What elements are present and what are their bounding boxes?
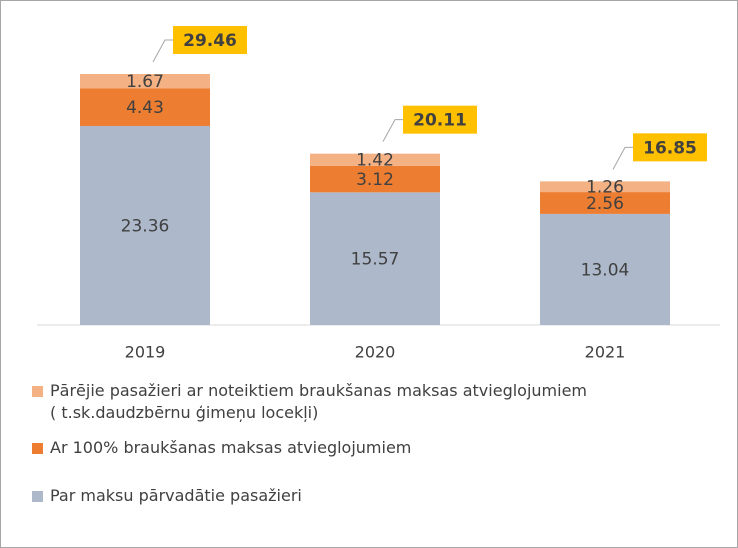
- bar-segment: [310, 192, 440, 325]
- total-label: 20.11: [413, 111, 467, 131]
- bar-segment: [80, 74, 210, 89]
- legend-swatch: [32, 386, 43, 397]
- bar-segment: [80, 88, 210, 126]
- legend-swatch: [32, 491, 43, 502]
- total-box: [633, 133, 707, 162]
- data-label: 13.04: [581, 260, 630, 280]
- legend-entry: Ar 100% braukšanas maksas atvieglojumiem: [32, 437, 412, 459]
- legend-label: Ar 100% braukšanas maksas atvieglojumiem: [50, 438, 412, 457]
- legend-entry: Par maksu pārvadātie pasažieri: [32, 485, 302, 507]
- data-label: 4.43: [126, 98, 164, 118]
- total-box: [403, 105, 477, 134]
- total-label: 29.46: [183, 31, 237, 51]
- data-label: 15.57: [351, 250, 400, 270]
- bar-segment: [80, 125, 210, 325]
- leader-line: [382, 119, 403, 142]
- x-tick-label: 2020: [355, 343, 396, 362]
- data-label: 2.56: [586, 194, 624, 214]
- total-box: [173, 26, 247, 55]
- legend-entry: Pārējie pasažieri ar noteiktiem braukšan…: [32, 380, 587, 424]
- bar-segment: [540, 213, 670, 325]
- bar-segment: [310, 165, 440, 193]
- legend-label: Par maksu pārvadātie pasažieri: [50, 486, 302, 505]
- x-tick-label: 2021: [585, 343, 626, 362]
- leader-line: [152, 39, 173, 63]
- bar-segment: [540, 181, 670, 193]
- bar-segment: [540, 192, 670, 214]
- data-label: 23.36: [121, 216, 170, 236]
- bar-segment: [310, 153, 440, 166]
- data-label: 1.67: [126, 72, 164, 92]
- legend-label: Pārējie pasažieri ar noteiktiem braukšan…: [50, 381, 587, 422]
- x-tick-label: 2019: [125, 343, 166, 362]
- total-label: 16.85: [643, 138, 697, 158]
- data-label: 1.42: [356, 151, 394, 171]
- leader-line: [612, 146, 633, 170]
- data-label: 3.12: [356, 170, 394, 190]
- data-label: 1.26: [586, 178, 624, 198]
- legend-swatch: [32, 443, 43, 454]
